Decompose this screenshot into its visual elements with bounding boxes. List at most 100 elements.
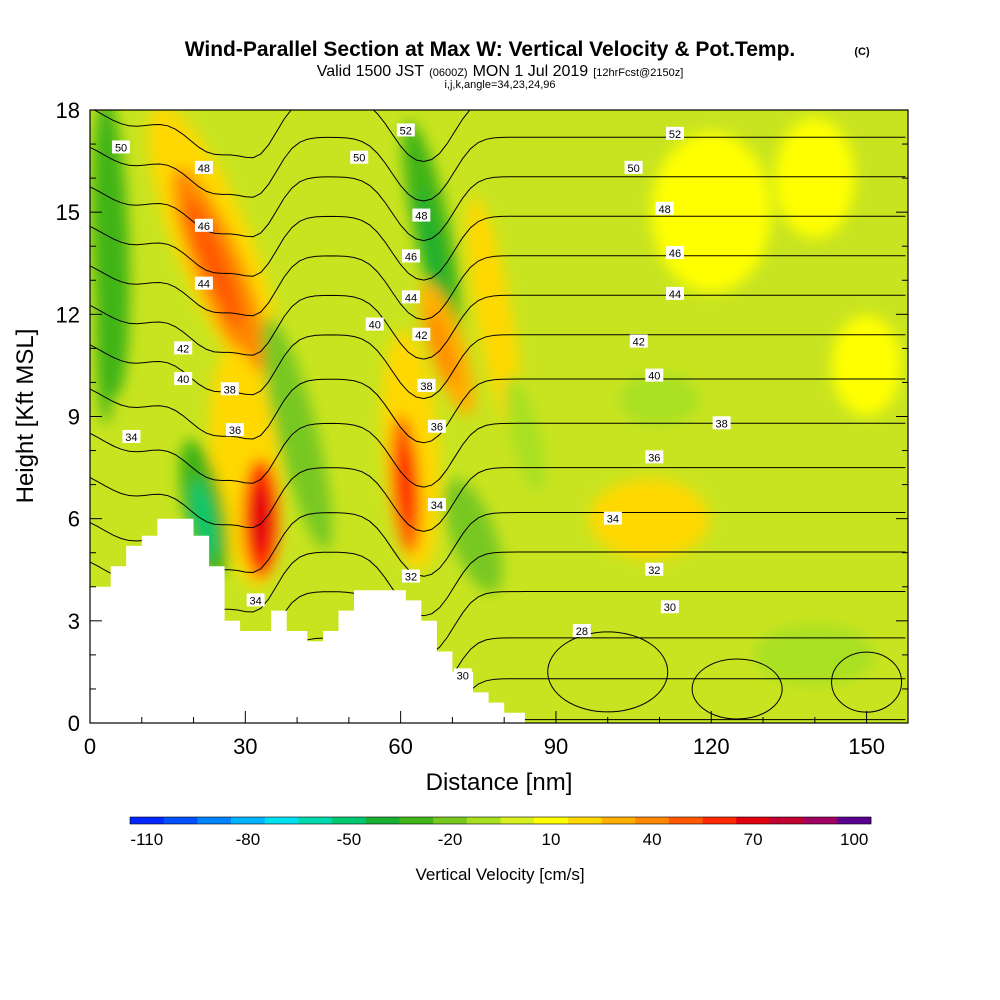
isentrope-line bbox=[90, 136, 906, 202]
velocity-cell bbox=[831, 315, 902, 416]
isentrope-line bbox=[90, 255, 906, 321]
valid-date: MON 1 Jul 2019 bbox=[473, 63, 589, 80]
colorbar-swatch bbox=[702, 817, 737, 824]
svg-text:32: 32 bbox=[405, 572, 417, 584]
isentrope-label: 46 bbox=[194, 218, 213, 233]
velocity-cell bbox=[774, 118, 855, 239]
colorbar-swatch bbox=[837, 817, 872, 824]
svg-text:32: 32 bbox=[648, 565, 660, 577]
isentrope-label: 44 bbox=[401, 290, 420, 304]
colorbar-tick-label: -50 bbox=[337, 830, 362, 849]
isentrope-label: 28 bbox=[572, 624, 591, 638]
svg-text:44: 44 bbox=[198, 279, 210, 291]
svg-text:44: 44 bbox=[405, 292, 417, 304]
svg-text:46: 46 bbox=[669, 248, 681, 260]
y-axis-label: Height [Kft MSL] bbox=[12, 329, 39, 504]
colorbar-swatch bbox=[163, 817, 198, 824]
colorbar-tick-label: 100 bbox=[840, 830, 868, 849]
colorbar-swatch bbox=[399, 817, 434, 824]
downdraft-minimum bbox=[197, 500, 210, 537]
colorbar-swatch bbox=[264, 817, 299, 824]
isentrope-label: 44 bbox=[194, 276, 213, 291]
forecast-info: [12hrFcst@2150z] bbox=[593, 67, 683, 79]
colorbar-swatch bbox=[769, 817, 804, 824]
velocity-cell bbox=[466, 196, 522, 433]
colorbar-swatch bbox=[466, 817, 501, 824]
x-tick-label: 120 bbox=[693, 734, 730, 759]
isentrope-label: 44 bbox=[666, 286, 685, 301]
updraft-maximum bbox=[208, 245, 221, 282]
y-tick-label: 9 bbox=[68, 405, 80, 430]
colorbar-swatch bbox=[500, 817, 535, 824]
svg-text:48: 48 bbox=[198, 163, 210, 175]
isentrope-label: 50 bbox=[624, 160, 643, 175]
svg-text:42: 42 bbox=[415, 330, 427, 342]
isentrope-label: 34 bbox=[246, 593, 265, 607]
svg-text:40: 40 bbox=[177, 374, 189, 386]
isentrope-label: 48 bbox=[655, 201, 674, 216]
copyright-mark: (C) bbox=[854, 46, 870, 58]
plot-area: 50 48 46 44 42 40 38 36 34 34 52 50 48 46 44 42 40 38 36 34… bbox=[90, 110, 908, 723]
svg-text:42: 42 bbox=[633, 337, 645, 349]
colorbar-swatch bbox=[567, 817, 602, 824]
colorbar-label: Vertical Velocity [cm/s] bbox=[415, 865, 584, 884]
isentrope-label: 52 bbox=[666, 126, 685, 141]
isentrope-line bbox=[90, 512, 906, 577]
valid-utc: (0600Z) bbox=[429, 67, 468, 79]
colorbar-tick-label: -20 bbox=[438, 830, 463, 849]
isentrope-label: 38 bbox=[712, 416, 731, 430]
velocity-cell bbox=[619, 374, 700, 425]
isentrope-label: 48 bbox=[194, 160, 213, 175]
svg-text:34: 34 bbox=[250, 595, 262, 607]
velocity-cell bbox=[589, 478, 710, 559]
isentrope-label: 42 bbox=[174, 341, 193, 355]
isentrope-line bbox=[90, 378, 906, 444]
isentrope-line bbox=[90, 467, 906, 532]
vertical-velocity-field bbox=[91, 110, 902, 685]
y-tick-label: 18 bbox=[56, 98, 80, 123]
colorbar-swatch bbox=[365, 817, 400, 824]
isentrope-cell bbox=[691, 658, 783, 720]
isentrope-label: 38 bbox=[220, 382, 239, 396]
isentrope-label: 38 bbox=[417, 378, 436, 393]
velocity-cell bbox=[443, 478, 503, 593]
svg-text:48: 48 bbox=[415, 211, 427, 223]
colorbar-swatch bbox=[197, 817, 232, 824]
velocity-cell bbox=[505, 375, 545, 492]
isentrope-label: 42 bbox=[412, 327, 431, 342]
isentrope-line bbox=[93, 110, 471, 163]
svg-text:52: 52 bbox=[669, 129, 681, 141]
colorbar-tick-label: 10 bbox=[542, 830, 561, 849]
isentrope-cell bbox=[547, 631, 669, 713]
section-params: i,j,k,angle=34,23,24,96 bbox=[444, 79, 555, 91]
svg-text:36: 36 bbox=[229, 425, 241, 437]
y-tick-label: 12 bbox=[56, 302, 80, 327]
isentrope-label: 48 bbox=[412, 208, 431, 223]
svg-text:50: 50 bbox=[115, 142, 127, 154]
chart-title: Wind-Parallel Section at Max W: Vertical… bbox=[185, 38, 796, 61]
svg-text:38: 38 bbox=[420, 381, 432, 393]
isentrope-label: 50 bbox=[112, 140, 131, 154]
svg-text:38: 38 bbox=[715, 418, 727, 430]
isentrope-label: 40 bbox=[365, 317, 384, 332]
isentrope-label: 46 bbox=[401, 249, 420, 263]
colorbar-tick-label: -110 bbox=[130, 830, 163, 849]
svg-text:40: 40 bbox=[369, 320, 381, 332]
svg-text:36: 36 bbox=[648, 452, 660, 464]
svg-text:44: 44 bbox=[669, 289, 681, 301]
colorbar-swatch bbox=[668, 817, 703, 824]
colorbar-swatch bbox=[803, 817, 838, 824]
velocity-cell bbox=[754, 624, 875, 685]
svg-text:46: 46 bbox=[198, 221, 210, 233]
isentrope-label: 46 bbox=[666, 246, 685, 260]
isentrope-label: 30 bbox=[453, 668, 472, 682]
isentrope-label: 36 bbox=[225, 423, 244, 437]
colorbar: -110 -80 -50 -20 10 40 70 100 bbox=[129, 816, 872, 849]
downdraft-minimum bbox=[425, 228, 438, 265]
x-tick-label: 0 bbox=[84, 734, 96, 759]
colorbar-swatch bbox=[601, 817, 636, 824]
svg-text:34: 34 bbox=[125, 432, 137, 444]
svg-text:48: 48 bbox=[659, 204, 671, 216]
isentrope-line bbox=[90, 215, 906, 281]
